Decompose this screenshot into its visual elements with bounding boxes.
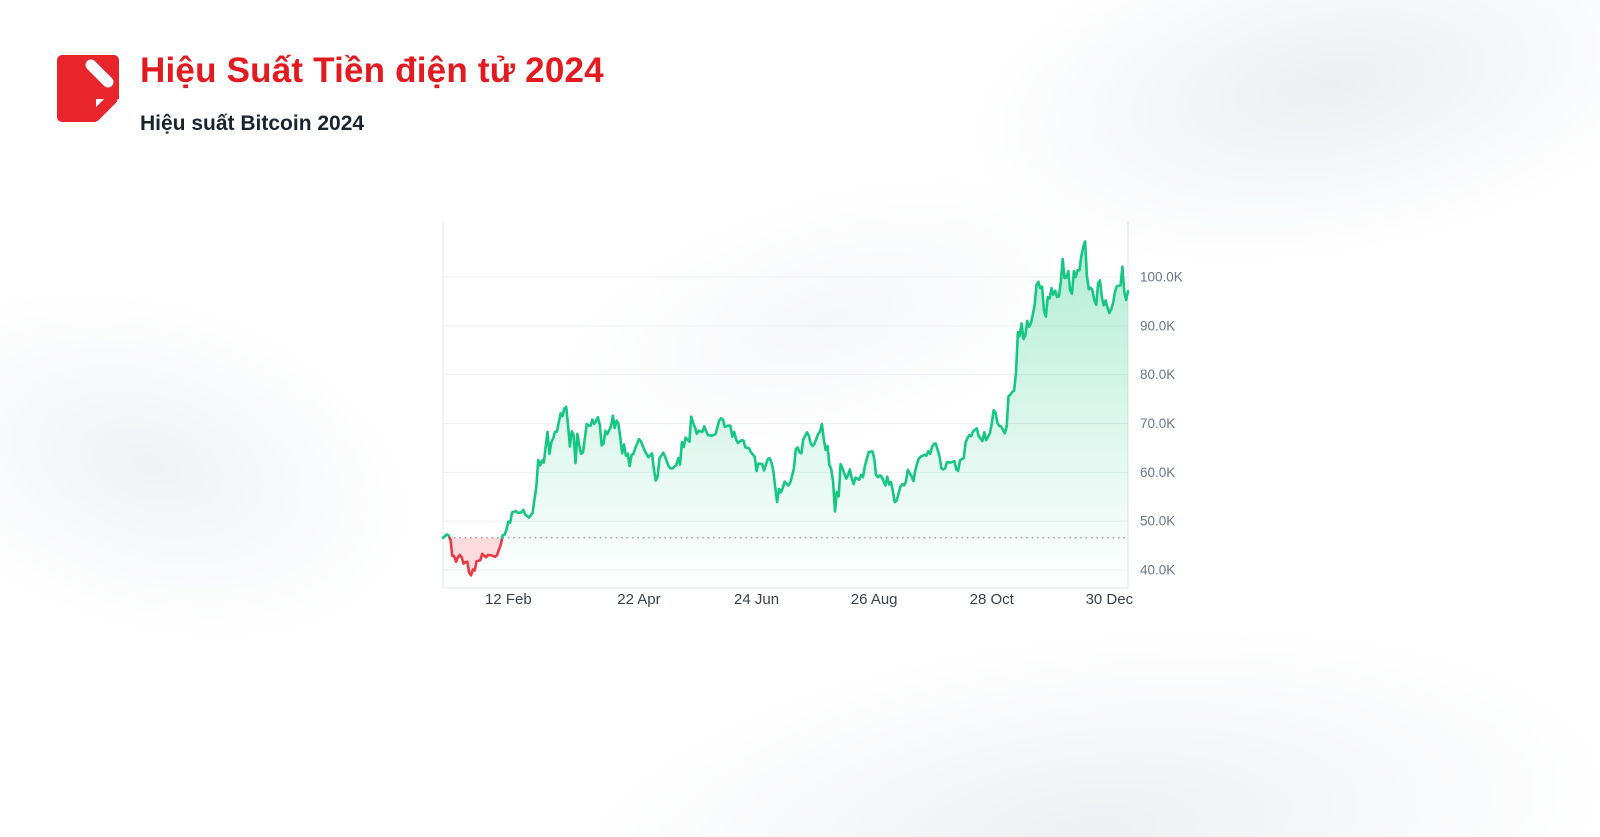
x-tick-label: 28 Oct (970, 591, 1015, 608)
price-line-up (441, 533, 451, 540)
y-tick-label: 60.0K (1140, 465, 1175, 480)
y-tick-label: 100.0K (1140, 270, 1183, 285)
page-title: Hiệu Suất Tiền điện tử 2024 (140, 51, 604, 90)
y-tick-label: 80.0K (1140, 367, 1175, 382)
page-subtitle: Hiệu suất Bitcoin 2024 (140, 112, 365, 135)
x-tick-label: 30 Dec (1086, 591, 1134, 608)
y-tick-label: 40.0K (1140, 563, 1175, 578)
price-line-down (448, 536, 504, 577)
area-fill-down (449, 537, 503, 576)
x-tick-label: 26 Aug (851, 591, 898, 608)
brand-logo (57, 55, 120, 124)
price-line-up (500, 240, 1130, 540)
y-tick-label: 70.0K (1140, 416, 1175, 431)
area-fill-up (443, 241, 1128, 588)
x-tick-label: 24 Jun (734, 591, 779, 608)
y-tick-label: 50.0K (1140, 514, 1175, 529)
y-tick-label: 90.0K (1140, 318, 1175, 333)
x-tick-label: 12 Feb (485, 591, 532, 608)
x-tick-label: 22 Apr (617, 591, 660, 608)
